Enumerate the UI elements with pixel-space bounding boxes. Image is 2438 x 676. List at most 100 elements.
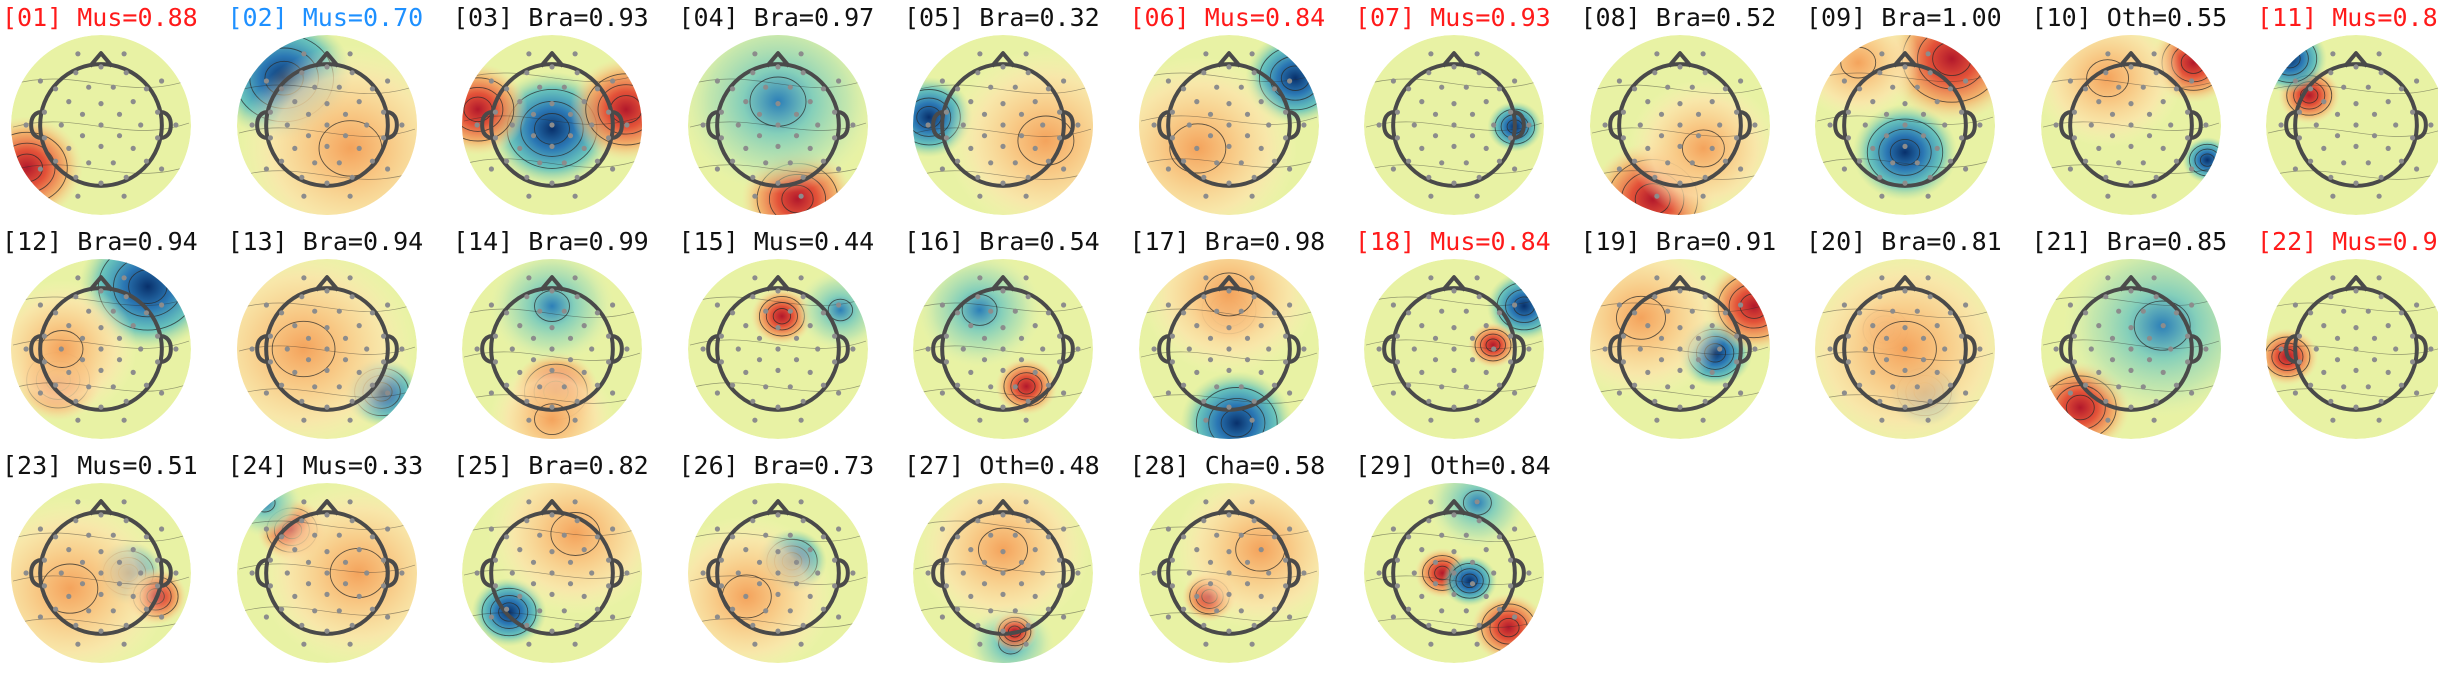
contour-line <box>827 298 853 322</box>
electrode-dot <box>1512 166 1518 172</box>
electrode-dot <box>86 160 92 166</box>
right-ear-icon <box>2416 334 2428 364</box>
electrode-dot <box>1428 275 1434 281</box>
electrode-dot <box>594 534 600 540</box>
electrode-dot <box>537 160 543 166</box>
electrode-dot <box>968 369 974 375</box>
electrode-dot <box>1018 335 1025 341</box>
electrode-dot <box>1451 325 1457 331</box>
electrode-dot <box>2385 369 2391 375</box>
electrode-dot <box>2146 357 2152 363</box>
electrode-dot <box>1193 593 1199 599</box>
electrode-dot <box>323 628 330 634</box>
electrode-dot <box>572 641 578 647</box>
electrode-dot <box>1474 641 1480 647</box>
contour-line <box>772 308 791 325</box>
electrode-dot <box>800 622 806 628</box>
electrode-dot <box>2385 99 2391 105</box>
electrode-dot <box>305 581 311 587</box>
electrode-dot <box>807 145 813 151</box>
electrode-dot <box>2053 122 2059 128</box>
contour-line <box>1889 138 1921 166</box>
electrode-dot <box>1620 333 1626 339</box>
electrode-dot <box>988 308 994 314</box>
iso-line <box>914 388 1092 398</box>
electrode-dot <box>23 570 29 576</box>
electrode-dot <box>1920 133 1927 139</box>
head-outline <box>1391 62 1517 188</box>
electrode-dot <box>58 122 64 128</box>
electrode-dot <box>342 335 348 341</box>
electrode-dot <box>1469 581 1476 587</box>
electrode-dot <box>1883 111 1890 117</box>
electrode-dot <box>1496 606 1502 612</box>
electrode-dot <box>336 532 342 538</box>
electrode-dot <box>729 382 735 388</box>
contour-line <box>1873 320 1937 378</box>
electrode-dot <box>1271 158 1277 164</box>
component-label: [25] Bra=0.82 <box>453 451 649 480</box>
right-ear-icon <box>386 110 399 140</box>
electrode-dot <box>1238 308 1244 314</box>
contour-line <box>1615 295 1666 340</box>
electrode-dot <box>1959 109 1965 115</box>
electrode-dot <box>572 499 578 505</box>
electrode-dot <box>1451 512 1457 518</box>
electrode-dot <box>1902 367 1908 373</box>
electrode-dot <box>1722 310 1728 316</box>
electrode-dot <box>1207 581 1213 587</box>
electrode-dot <box>123 622 129 628</box>
electrode-dot <box>1012 84 1018 90</box>
topomap-svg <box>1589 259 1770 439</box>
electrode-dot <box>380 583 386 589</box>
electrode-dot <box>2146 133 2152 139</box>
electrode-dot <box>1695 357 1701 363</box>
iso-line <box>689 532 866 542</box>
electrode-dot <box>1251 622 1257 628</box>
electrode-dot <box>143 534 149 540</box>
electrode-dot <box>1620 135 1626 141</box>
electrode-dot <box>323 549 330 555</box>
scalp-topomap <box>2040 35 2221 215</box>
electrode-dot <box>2082 382 2088 388</box>
electrode-dot <box>1012 608 1018 614</box>
electrode-dot <box>960 122 966 128</box>
electrode-dot <box>2308 310 2314 316</box>
electrode-dot <box>474 570 480 576</box>
nose-icon <box>88 275 114 292</box>
nose-icon <box>2117 51 2144 68</box>
electrode-dot <box>1870 145 1876 151</box>
iso-line <box>463 394 641 404</box>
electrode-dot <box>1695 335 1701 341</box>
electrode-dot <box>1251 518 1257 524</box>
contour-line <box>1449 562 1490 599</box>
electrode-dot <box>561 384 567 390</box>
component-label: [27] Oth=0.48 <box>904 451 1100 480</box>
electrode-dot <box>1000 346 1006 352</box>
electrode-dot <box>2109 133 2115 139</box>
electrode-dot <box>2127 325 2134 331</box>
electrode-dot <box>831 359 837 365</box>
electrode-dot <box>278 606 284 612</box>
electrode-dot <box>1483 99 1489 105</box>
electrode-dot <box>1942 122 1948 128</box>
electrode-dot <box>835 390 841 396</box>
iso-line <box>238 84 415 94</box>
electrode-dot <box>567 335 574 341</box>
electrode-dot <box>798 417 804 423</box>
electrode-dot <box>2188 78 2194 84</box>
electrode-dot <box>988 84 994 90</box>
electrode-dot <box>1653 275 1659 281</box>
electrode-dot <box>1061 78 1067 84</box>
electrode-dot <box>1411 570 1417 576</box>
electrode-dot <box>756 335 762 341</box>
electrode-dot <box>1526 122 1532 128</box>
electrode-dot <box>572 193 578 199</box>
component-06: [06] Mus=0.84 <box>1130 3 1356 228</box>
electrode-dot <box>1180 158 1186 164</box>
electrode-dot <box>751 499 757 505</box>
head-outline <box>489 510 615 636</box>
electrode-dot <box>714 166 720 172</box>
head-outline <box>1391 510 1517 636</box>
electrode-dot <box>831 109 837 115</box>
